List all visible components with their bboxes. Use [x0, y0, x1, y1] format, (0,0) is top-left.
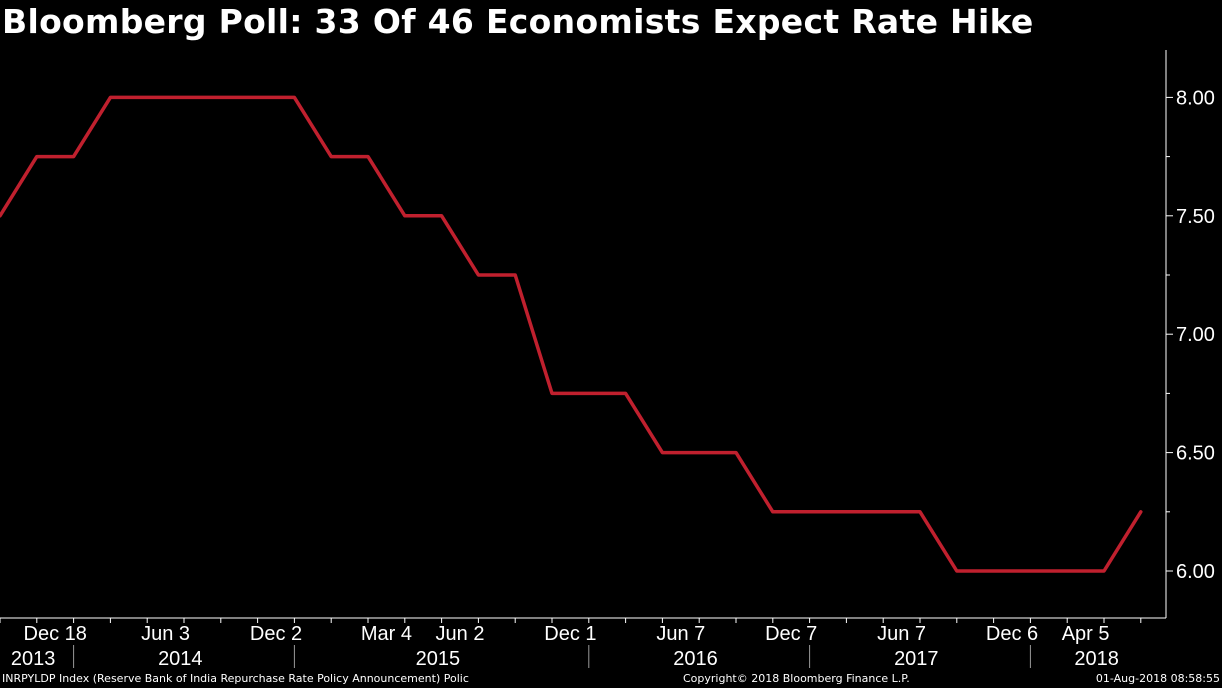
y-tick-label: 7.00	[1176, 324, 1215, 346]
x-tick-label: Dec 1	[544, 623, 596, 645]
x-tick-label: Jun 2	[436, 623, 485, 645]
x-year-label: 2017	[894, 648, 939, 670]
x-tick-label: Mar 4	[361, 623, 412, 645]
x-tick-label: Jun 7	[877, 623, 926, 645]
x-tick-label: Dec 2	[250, 623, 302, 645]
footer-copyright: Copyright© 2018 Bloomberg Finance L.P.	[683, 672, 910, 685]
y-tick-label: 6.00	[1176, 561, 1215, 583]
chart-axes	[0, 50, 1167, 619]
y-tick-label: 7.50	[1176, 206, 1215, 228]
x-year-label: 2015	[416, 648, 461, 670]
chart-series	[0, 95, 1143, 573]
series-line-repo-rate	[0, 95, 1143, 573]
footer-timestamp: 01-Aug-2018 08:58:55	[1095, 672, 1220, 685]
x-tick-label: Dec 18	[24, 623, 87, 645]
x-year-label: 2014	[158, 648, 203, 670]
chart-title: Bloomberg Poll: 33 Of 46 Economists Expe…	[2, 2, 1034, 41]
x-tick-label: Jun 7	[656, 623, 705, 645]
x-tick-label: Apr 5	[1062, 623, 1110, 645]
x-tick-label: Jun 3	[141, 623, 190, 645]
x-tick-label: Dec 6	[986, 623, 1038, 645]
footer-source: INRPYLDP Index (Reserve Bank of India Re…	[2, 672, 469, 685]
x-tick-label: Dec 7	[765, 623, 817, 645]
x-year-label: 2013	[11, 648, 56, 670]
y-tick-label: 6.50	[1176, 443, 1215, 465]
x-year-label: 2016	[673, 648, 718, 670]
y-tick-label: 8.00	[1176, 87, 1215, 109]
chart-ticks: 6.00 6.50 7.00 7.50 8.00 Dec 18 Jun 3 Dec 2 Mar …	[0, 87, 1215, 670]
x-year-label: 2018	[1074, 648, 1119, 670]
